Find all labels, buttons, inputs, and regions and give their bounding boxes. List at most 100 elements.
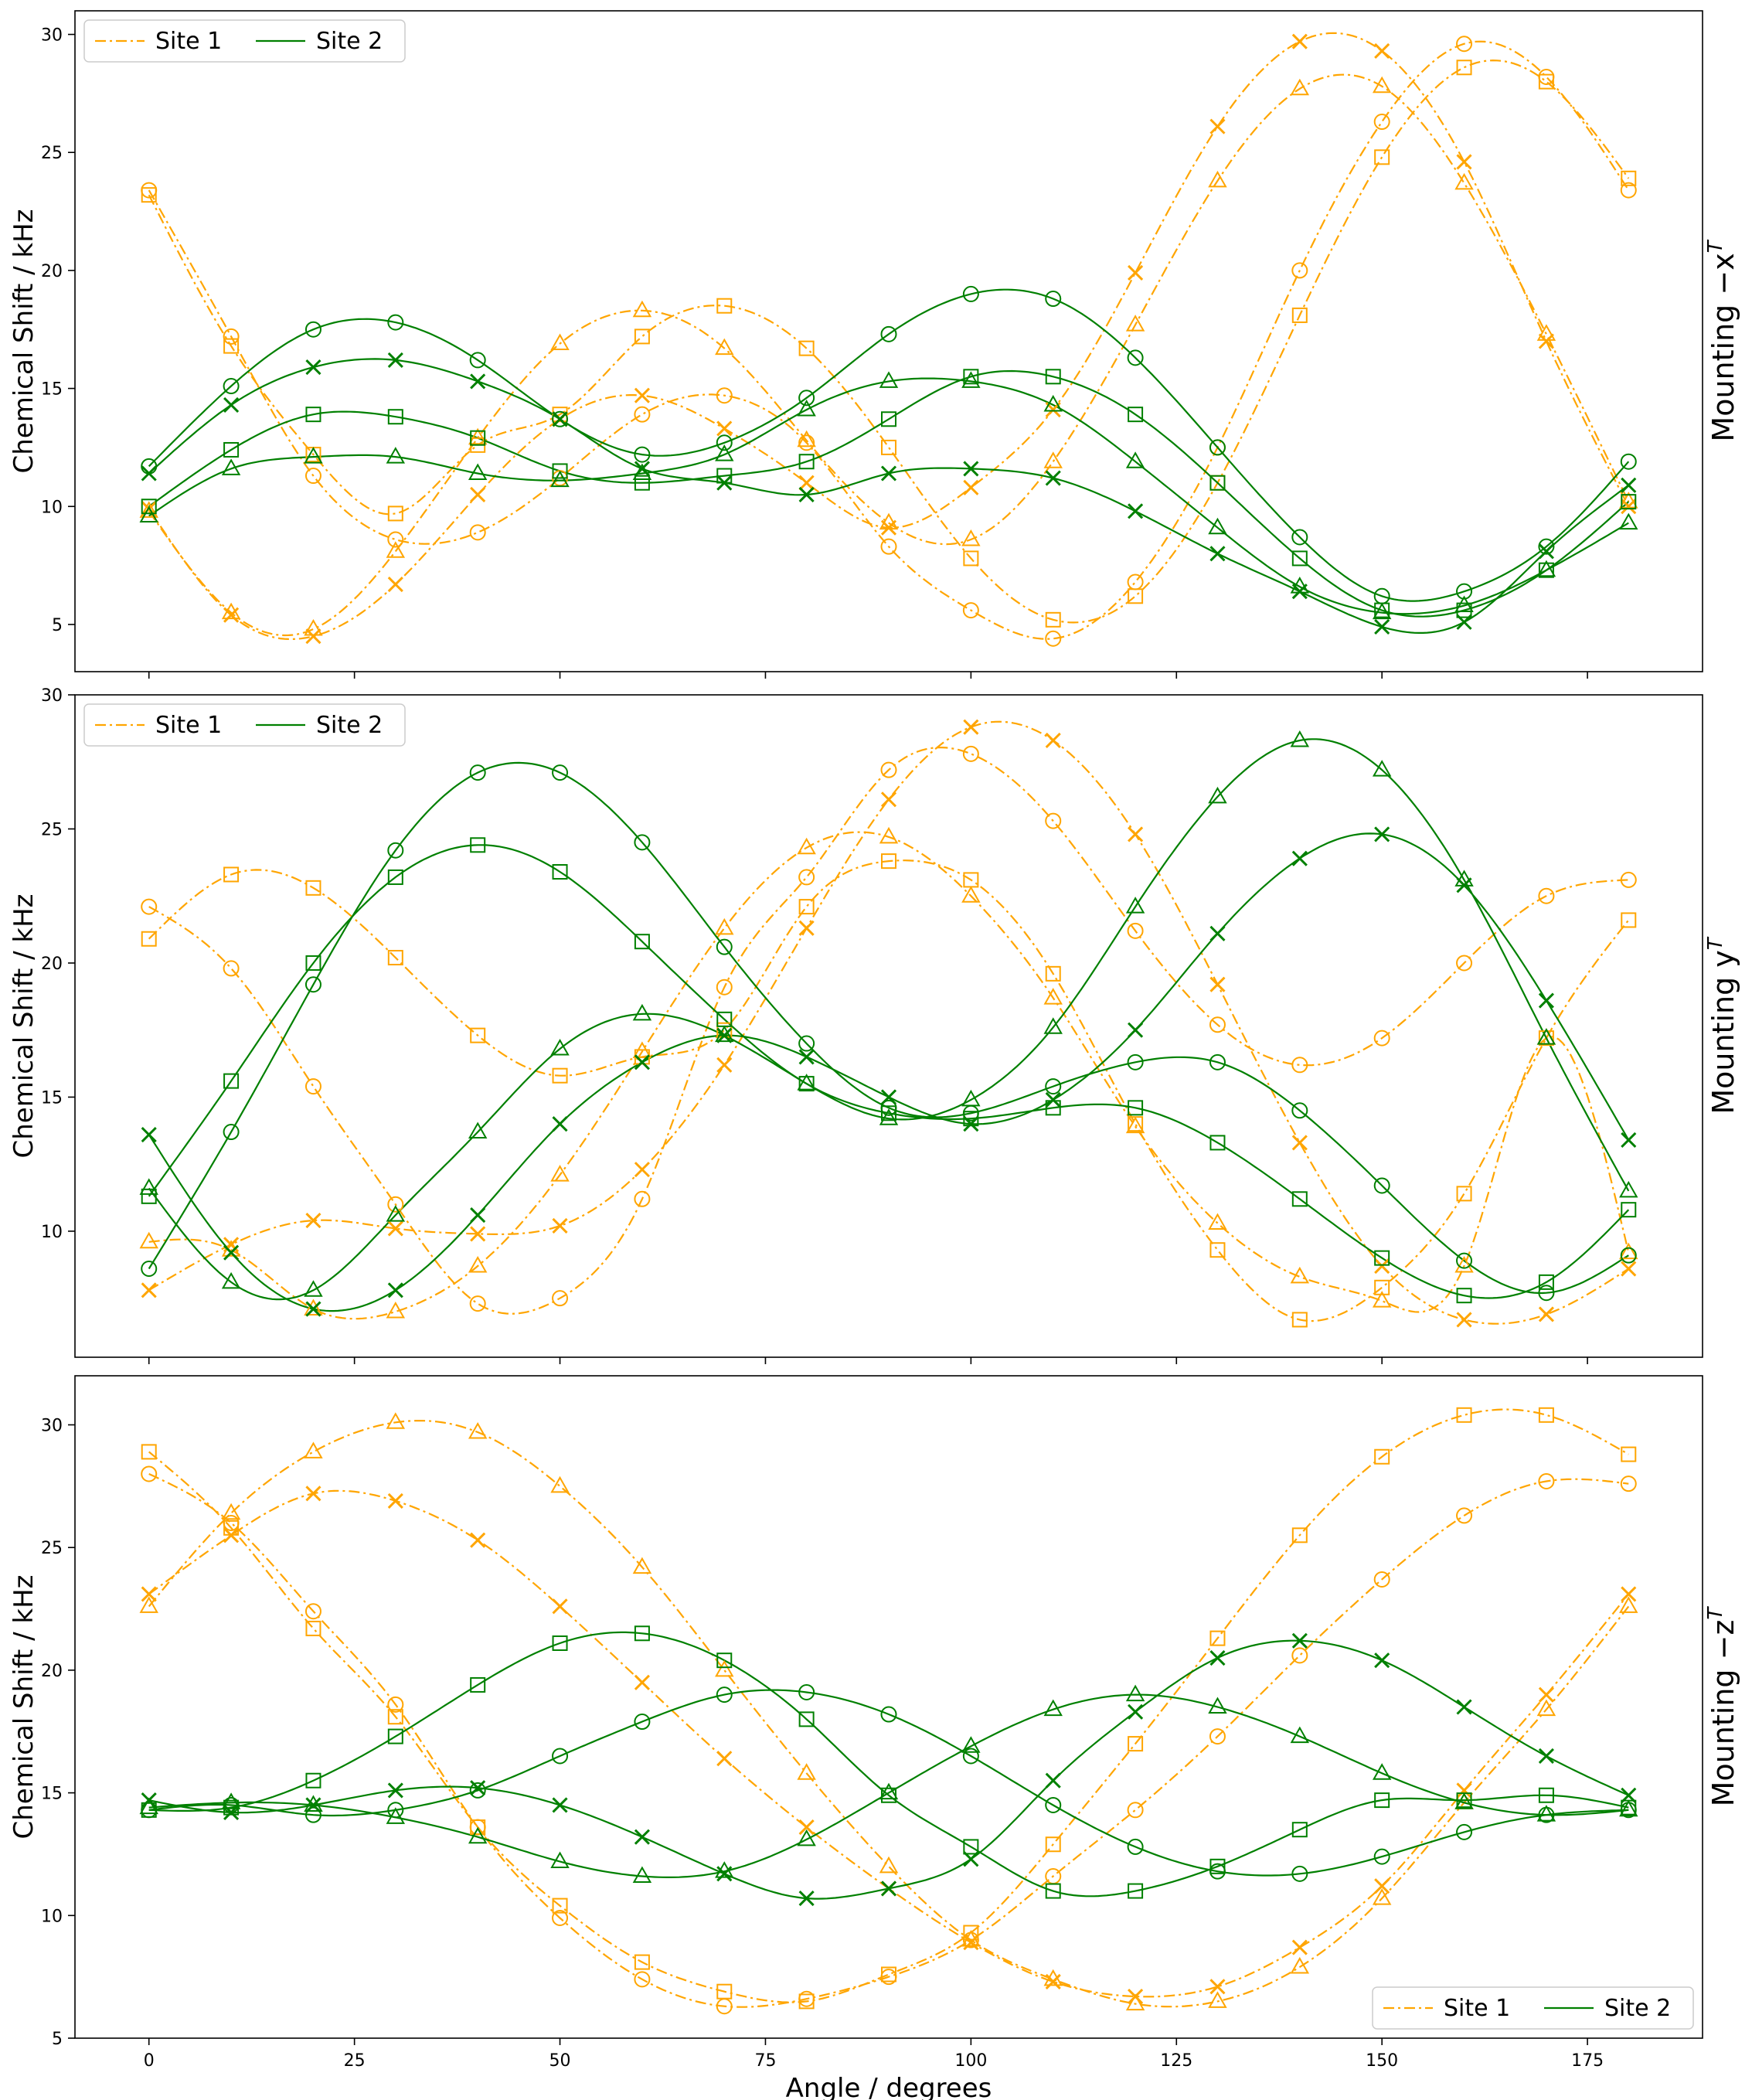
site-1-square-point	[305, 1620, 321, 1636]
site-1-square-point	[387, 505, 403, 522]
site-1-triangle-point	[879, 1856, 899, 1874]
legend-label-site-2: Site 2	[1604, 1995, 1671, 2022]
site-2-circle-point	[552, 764, 569, 781]
site-1-triangle-point	[1125, 1116, 1145, 1134]
y-tick-label: 5	[52, 616, 63, 635]
site-1-x-point	[552, 1598, 568, 1615]
site-1-x-point	[470, 1226, 486, 1242]
site-2-triangle-point	[1454, 595, 1474, 612]
site-2-circle-point	[223, 378, 240, 395]
site-2-square-point	[305, 407, 321, 423]
site-2-circle-point	[1538, 1285, 1555, 1302]
site-2-square-point	[634, 475, 650, 491]
site-2-triangle-point	[386, 1807, 406, 1824]
site-1-x-point	[305, 1486, 321, 1502]
site-2-x-point	[141, 465, 157, 482]
site-2-triangle-point	[221, 458, 241, 475]
y-tick-label: 20	[41, 955, 63, 974]
site-2-circle-point	[387, 842, 404, 859]
site-1-triangle-point	[1619, 1242, 1638, 1260]
site-1-circle-point	[1373, 114, 1390, 131]
site-1-triangle-point	[961, 529, 981, 546]
site-2-x-point	[470, 1780, 486, 1796]
site-2-circle-point	[798, 1035, 815, 1052]
site-1-x-point	[1209, 118, 1226, 134]
site-2-circle-point	[1045, 291, 1062, 308]
site-1-square-point	[716, 1983, 733, 2000]
site-2-triangle-point	[550, 1851, 570, 1868]
site-1-triangle-point	[1208, 170, 1227, 188]
site-2-circle-point	[716, 938, 733, 955]
site-1-square-point	[963, 1925, 979, 1941]
site-1-x-point	[716, 1751, 733, 1767]
site-2-x-point	[223, 397, 240, 414]
site-1-square-point	[1291, 1312, 1308, 1328]
legend-label-site-1: Site 1	[155, 28, 222, 55]
y-axis-label: Chemical Shift / kHz	[9, 209, 39, 473]
site-2-circle-point	[1291, 1102, 1308, 1119]
site-1-triangle-point	[1208, 1991, 1227, 2008]
mounting-label-text: Mounting −x	[1706, 253, 1740, 441]
site-1-x-point	[1045, 1973, 1061, 1990]
site-2-x-point	[1538, 1748, 1554, 1765]
site-1-x-point	[552, 1217, 568, 1234]
site-1-square-point	[716, 298, 733, 314]
site-2-circle-point	[1456, 1823, 1473, 1840]
site-1-triangle-point	[715, 338, 734, 356]
site-1-circle-point	[1127, 922, 1144, 939]
y-tick-label: 25	[41, 144, 63, 163]
site-1-x-point	[1456, 1312, 1472, 1328]
x-axis-label: Angle / degrees	[786, 2073, 992, 2100]
site-1-square-point	[1374, 1279, 1390, 1295]
site-2-x-point	[1374, 618, 1390, 635]
site-1-triangle-point	[550, 333, 570, 351]
site-2-triangle-point	[1290, 1726, 1310, 1744]
site-1-x-point	[1621, 499, 1637, 515]
y-tick-label: 10	[41, 1223, 63, 1242]
site-1-circle-point	[716, 979, 733, 996]
site-2-square-point	[1291, 1191, 1308, 1207]
site-1-circle-point	[962, 745, 979, 762]
site-1-square-point	[1209, 1242, 1226, 1258]
site-2-square-point	[716, 1652, 733, 1669]
legend-box	[83, 703, 406, 747]
site-1-x-point	[1291, 1939, 1308, 1955]
site-2-x-point	[716, 1027, 733, 1043]
site-2-x-point	[1538, 543, 1554, 560]
site-2-square-point	[798, 454, 815, 470]
plot-frame	[74, 10, 1703, 672]
site-1-square-point	[798, 340, 815, 356]
site-1-triangle-point	[715, 1659, 734, 1677]
site-1-triangle-point	[550, 1475, 570, 1493]
site-2-triangle-point	[468, 1826, 488, 1844]
site-1-x-point	[1621, 1261, 1637, 1277]
site-1-circle-curve	[148, 1472, 1629, 2008]
site-1-circle-point	[1045, 812, 1062, 829]
site-1-square-curve	[148, 59, 1630, 624]
site-2-circle-point	[634, 446, 651, 463]
site-2-x-point	[1291, 584, 1308, 600]
legend-box	[1372, 1986, 1694, 2030]
site-1-square-point	[798, 899, 815, 915]
site-2-circle-point	[1291, 1865, 1308, 1882]
site-1-triangle-point	[1125, 1993, 1145, 2011]
site-1-x-point	[1291, 1135, 1308, 1151]
site-1-square-point	[1045, 1836, 1061, 1853]
site-1-circle-point	[634, 406, 651, 423]
y-axis-label: Chemical Shift / kHz	[9, 893, 39, 1158]
legend-box	[83, 19, 406, 63]
site-1-triangle-point	[1043, 988, 1063, 1005]
legend-label-site-1: Site 1	[1444, 1995, 1510, 2022]
site-1-square-point	[798, 1993, 815, 2010]
site-1-circle-point	[552, 1290, 569, 1307]
site-1-x-point	[963, 479, 979, 495]
site-1-triangle-point	[304, 1441, 323, 1458]
site-1-square-point	[881, 439, 896, 455]
site-1-triangle-curve	[148, 1420, 1630, 2008]
site-2-x-point	[1209, 1649, 1226, 1666]
site-2-circle-point	[141, 1261, 158, 1278]
site-1-x-point	[963, 1935, 979, 1951]
site-1-circle-point	[1456, 955, 1473, 972]
site-2-triangle-point	[961, 1736, 981, 1753]
site-2-triangle-point	[139, 505, 158, 522]
